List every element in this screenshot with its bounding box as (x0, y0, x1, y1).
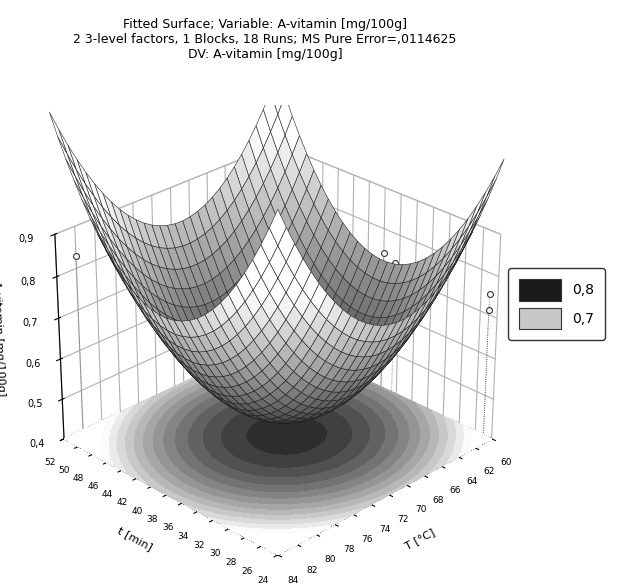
X-axis label: T [°C]: T [°C] (404, 526, 437, 551)
Text: Fitted Surface; Variable: A-vitamin [mg/100g]
2 3-level factors, 1 Blocks, 18 Ru: Fitted Surface; Variable: A-vitamin [mg/… (73, 18, 457, 61)
Y-axis label: t [min]: t [min] (116, 525, 155, 552)
Legend: 0,8, 0,7: 0,8, 0,7 (508, 268, 605, 340)
